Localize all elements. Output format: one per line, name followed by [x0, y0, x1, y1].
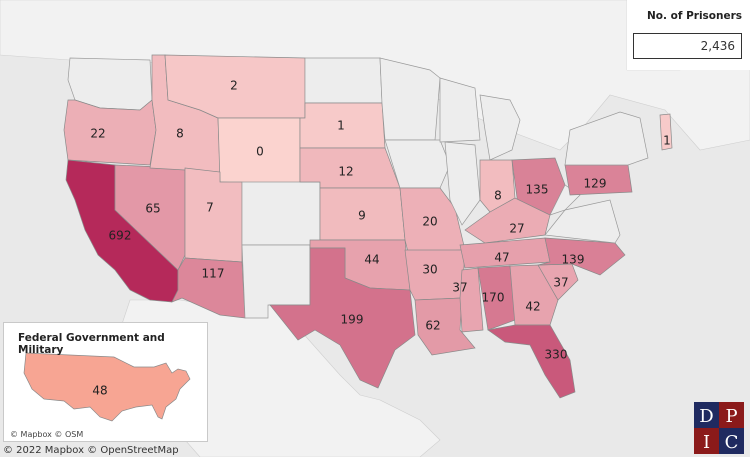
- logo-letter-c: C: [725, 432, 739, 453]
- inset-attribution: © Mapbox © OSM: [10, 430, 84, 439]
- state-new-york: [564, 111, 649, 166]
- map-attribution: © 2022 Mapbox © OpenStreetMap: [3, 445, 179, 456]
- federal-inset-map: 48: [23, 352, 191, 422]
- state-value-nebraska: 12: [338, 165, 353, 179]
- logo-i-tile: [694, 428, 719, 454]
- logo-p-tile: [719, 402, 744, 428]
- state-value-georgia: 42: [525, 300, 540, 314]
- state-value-new-hampshire: 1: [663, 134, 671, 148]
- state-value-pennsylvania: 129: [584, 177, 607, 191]
- inset-title: Federal Government and Military: [18, 332, 165, 356]
- state-value-south-dakota: 1: [337, 119, 345, 133]
- state-arizona[interactable]: [171, 257, 246, 319]
- logo-d-tile: [694, 402, 719, 428]
- state-new-hampshire[interactable]: [659, 113, 673, 151]
- kpi-card: No. of Prisoners 2,436: [627, 0, 750, 70]
- kpi-total-value: 2,436: [633, 33, 742, 59]
- state-florida[interactable]: [487, 324, 576, 399]
- inset-us-shape[interactable]: [23, 352, 191, 422]
- state-value-north-carolina: 139: [562, 253, 585, 267]
- state-value-texas: 199: [341, 313, 364, 327]
- logo-c-tile: [719, 428, 744, 454]
- state-illinois: [444, 141, 481, 226]
- state-value-mississippi: 37: [452, 281, 467, 295]
- state-value-montana: 2: [230, 79, 238, 93]
- state-value-arizona: 117: [202, 267, 225, 281]
- logo-letter-p: P: [725, 406, 737, 427]
- state-value-louisiana: 62: [425, 319, 440, 333]
- states-layer: [63, 54, 673, 399]
- state-oregon[interactable]: [63, 99, 157, 166]
- logo-letter-d: D: [699, 406, 713, 427]
- state-value-california: 692: [109, 229, 132, 243]
- state-wisconsin: [439, 77, 481, 143]
- state-colorado: [241, 181, 321, 246]
- logo-letter-i: I: [703, 432, 710, 453]
- state-value-ohio: 135: [526, 183, 549, 197]
- inset-value-label: 48: [92, 384, 107, 398]
- state-value-idaho: 8: [176, 127, 184, 141]
- state-value-florida: 330: [545, 348, 568, 362]
- kpi-title: No. of Prisoners: [647, 10, 743, 22]
- state-utah[interactable]: [184, 167, 243, 263]
- state-value-utah: 7: [206, 201, 214, 215]
- state-value-arkansas: 30: [422, 263, 437, 277]
- federal-inset-panel: 48 Federal Government and Military © Map…: [3, 322, 208, 442]
- state-iowa: [384, 139, 451, 189]
- state-value-wyoming: 0: [256, 145, 264, 159]
- state-michigan: [479, 94, 521, 161]
- state-value-missouri: 20: [422, 215, 437, 229]
- state-virginia: [544, 199, 621, 244]
- state-north-dakota: [304, 57, 383, 104]
- state-value-kansas: 9: [358, 209, 366, 223]
- dpic-logo: D P I C: [694, 402, 744, 454]
- state-value-oklahoma: 44: [364, 253, 379, 267]
- state-georgia[interactable]: [509, 264, 559, 326]
- state-mississippi[interactable]: [459, 267, 484, 333]
- state-value-alabama: 170: [482, 291, 505, 305]
- state-value-indiana: 8: [494, 189, 502, 203]
- state-north-carolina[interactable]: [537, 237, 626, 276]
- state-value-oregon: 22: [90, 127, 105, 141]
- state-value-nevada: 65: [145, 202, 160, 216]
- state-value-kentucky: 27: [509, 222, 524, 236]
- state-value-south-carolina: 37: [553, 276, 568, 290]
- state-texas[interactable]: [269, 247, 416, 389]
- state-value-tennessee: 47: [494, 251, 509, 265]
